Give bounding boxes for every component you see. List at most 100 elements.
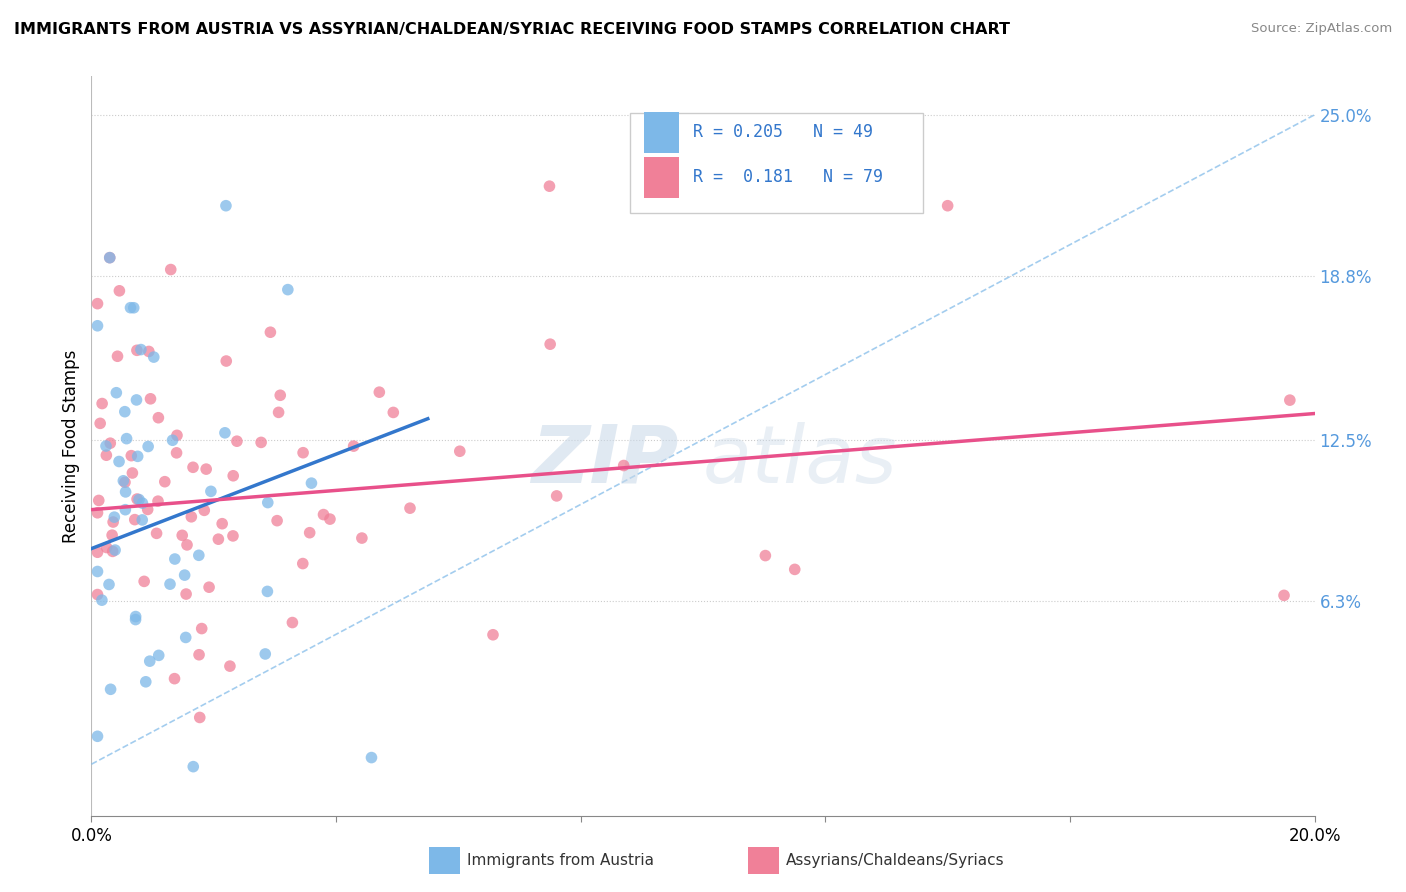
Point [343,439,366,453]
Point [783,562,806,576]
Point [207,532,229,546]
Point [131,513,153,527]
Point [1272,588,1295,602]
Point [86,565,108,579]
Point [936,199,959,213]
Point [89,417,111,431]
Point [368,385,391,400]
Point [136,440,159,454]
Point [87,493,110,508]
Point [128,492,150,507]
Point [188,648,211,662]
Point [94,439,117,453]
Point [159,262,181,277]
Point [215,354,238,368]
Bar [644,157,679,198]
Point [162,434,184,448]
Point [176,538,198,552]
Point [754,549,776,563]
Point [360,750,382,764]
Bar [644,112,679,153]
Point [312,508,335,522]
Point [120,301,142,315]
Point [103,510,125,524]
Point [98,577,121,591]
Point [266,514,288,528]
Point [91,396,114,410]
Point [538,179,561,194]
Point [382,405,405,419]
Point [101,515,124,529]
Text: Source: ZipAtlas.com: Source: ZipAtlas.com [1251,22,1392,36]
Point [98,251,121,265]
Point [256,584,278,599]
Point [188,710,211,724]
Point [114,405,136,419]
Point [129,343,152,357]
Point [163,672,186,686]
Point [211,516,233,531]
Point [319,512,342,526]
Point [200,484,222,499]
Point [114,484,136,499]
Point [101,544,124,558]
Point [613,458,636,473]
Point [292,446,315,460]
Point [100,682,122,697]
Point [399,501,422,516]
Point [122,301,145,315]
Point [142,350,165,364]
Point [86,729,108,743]
Point [1278,393,1301,408]
Point [215,199,238,213]
Point [97,847,120,861]
Point [219,659,242,673]
Text: ZIP: ZIP [531,422,679,500]
Point [482,628,505,642]
Point [125,491,148,506]
Point [259,325,281,339]
Point [115,432,138,446]
Point [187,549,209,563]
Point [250,435,273,450]
Point [301,476,323,491]
Point [114,502,136,516]
Point [546,489,568,503]
Point [174,631,197,645]
Point [350,531,373,545]
Point [180,509,202,524]
Point [193,503,215,517]
Point [181,460,204,475]
Point [121,466,143,480]
Point [90,593,112,607]
Point [120,449,142,463]
Point [105,385,128,400]
Point [145,526,167,541]
Text: Assyrians/Chaldeans/Syriacs: Assyrians/Chaldeans/Syriacs [786,854,1004,868]
Point [190,622,212,636]
Point [181,759,204,773]
Point [146,494,169,508]
Point [108,284,131,298]
Point [148,648,170,663]
Point [86,588,108,602]
Point [225,434,247,449]
Point [277,283,299,297]
Y-axis label: Receiving Food Stamps: Receiving Food Stamps [62,350,80,542]
Point [166,446,188,460]
Point [114,475,136,490]
Point [86,506,108,520]
Point [195,462,218,476]
Point [124,613,146,627]
Point [101,528,124,542]
Point [254,647,277,661]
FancyBboxPatch shape [630,112,924,213]
Point [104,543,127,558]
Point [138,344,160,359]
Point [96,448,118,462]
Point [136,502,159,516]
Point [153,475,176,489]
Point [148,410,170,425]
Point [108,454,131,468]
Point [139,392,162,406]
